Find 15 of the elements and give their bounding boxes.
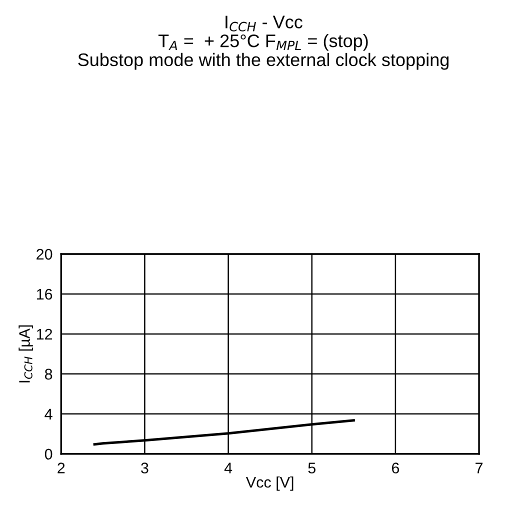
x-tick-label: 5 — [308, 462, 316, 474]
chart-title: I$_{CCH}$ - Vcc T$_{A}$ = + 25°C F$_{MPL}$ = (stop) Substop mode with the external clock stopping — [78, 16, 449, 70]
y-tick-label: 20 — [36, 248, 52, 260]
x-tick-label: 7 — [476, 462, 483, 474]
x-tick-label: 4 — [224, 462, 232, 474]
x-tick-label: 3 — [141, 462, 148, 474]
y-tick-label: 16 — [36, 288, 52, 300]
x-axis-title: Vcc [V] — [246, 476, 294, 491]
y-tick-label: 4 — [44, 408, 52, 420]
y-tick-label: 12 — [36, 328, 52, 340]
y-tick-label: 0 — [44, 448, 52, 460]
x-tick-label: 6 — [392, 462, 400, 474]
x-tick-label: 2 — [58, 462, 65, 474]
y-axis-title: I$_{CCH}$ [µA] — [18, 325, 33, 382]
y-tick-label: 8 — [44, 368, 52, 380]
